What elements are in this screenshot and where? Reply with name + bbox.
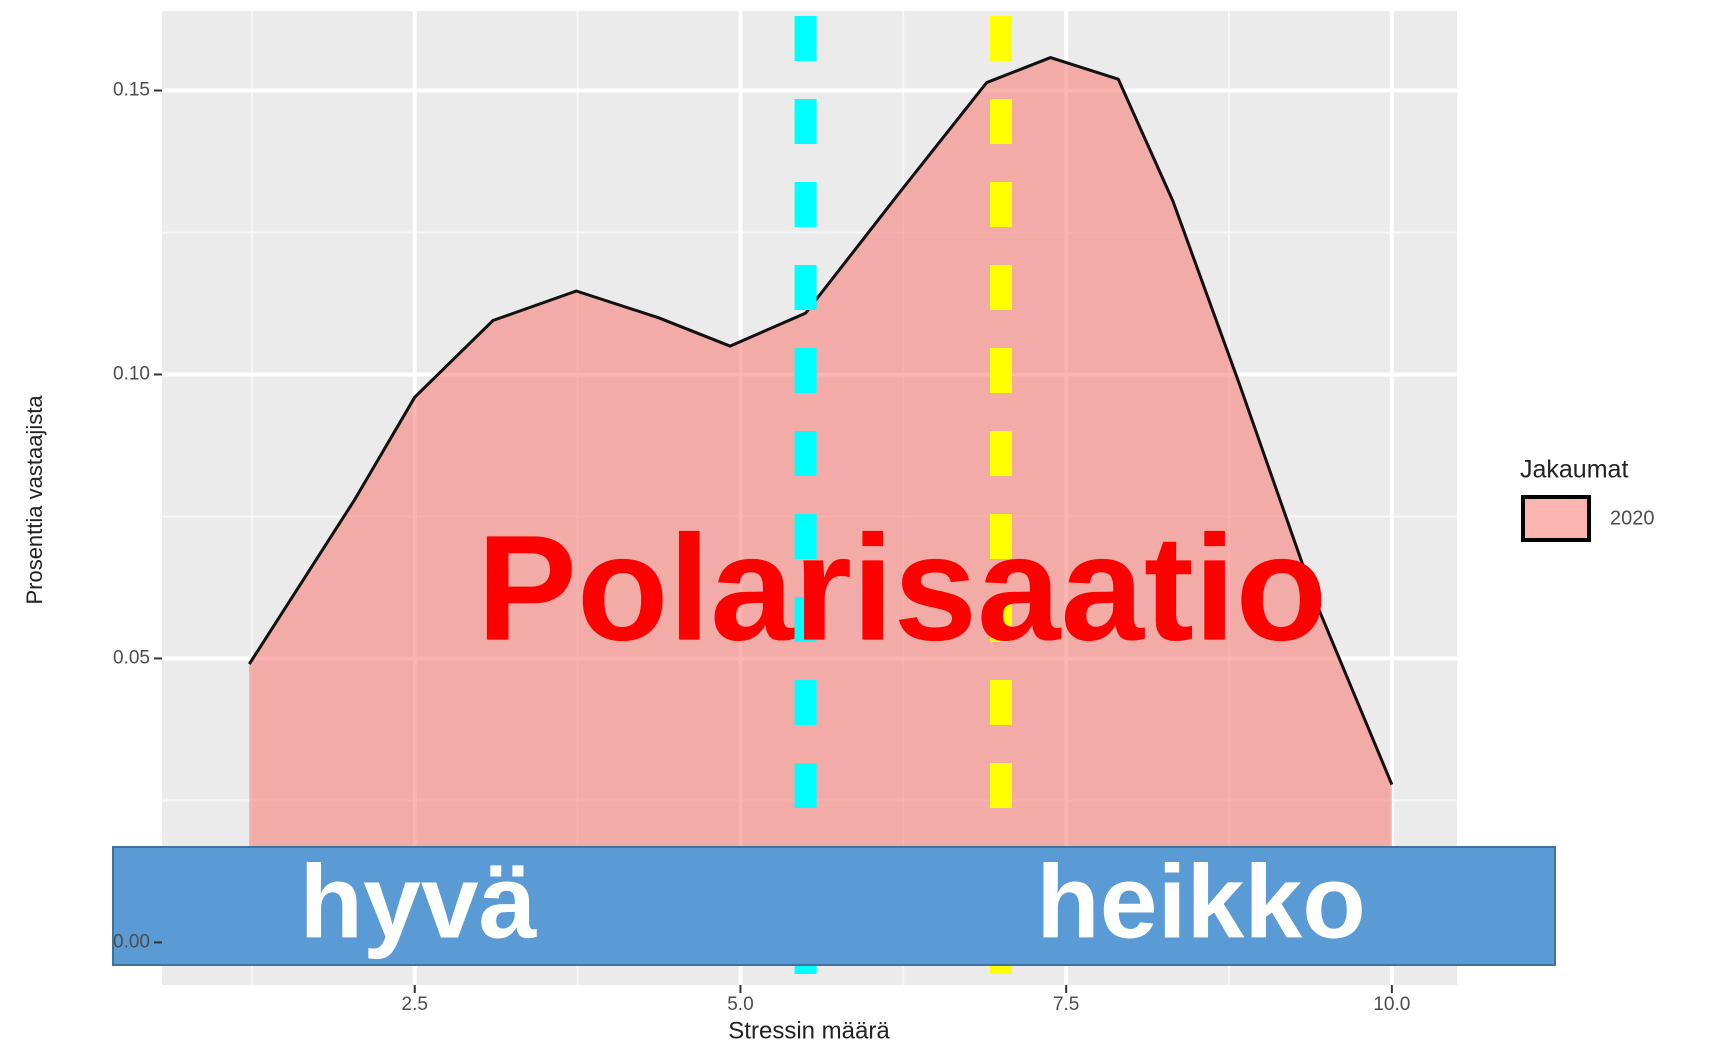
y-tick-label: 0.10 — [113, 363, 150, 384]
area-fill — [249, 57, 1392, 943]
annotation-right: heikko — [1036, 844, 1365, 960]
annotation-left: hyvä — [299, 844, 537, 960]
marks — [248, 16, 1394, 985]
x-tick-label: 7.5 — [1053, 994, 1079, 1015]
legend-label: 2020 — [1610, 507, 1655, 529]
y-axis-label: Prosenttia vastaajista — [22, 395, 47, 605]
x-tick-label: 10.0 — [1373, 994, 1410, 1015]
x-tick-label: 5.0 — [727, 994, 753, 1015]
overlay: hyvä heikko Polarisaatio — [112, 504, 1556, 966]
legend-title: Jakaumat — [1520, 456, 1628, 484]
annotation-title: Polarisaatio — [477, 504, 1327, 672]
density-line — [248, 56, 1394, 786]
y-tick-label: 0.15 — [113, 80, 150, 101]
x-tick-label: 2.5 — [402, 994, 428, 1015]
scale-band — [112, 846, 1556, 966]
x-axis-label: Stressin määrä — [728, 1017, 890, 1042]
legend-swatch — [1521, 495, 1591, 542]
y-tick-label: 0.05 — [113, 647, 150, 668]
y-tick-label: 0.00 — [113, 931, 150, 952]
